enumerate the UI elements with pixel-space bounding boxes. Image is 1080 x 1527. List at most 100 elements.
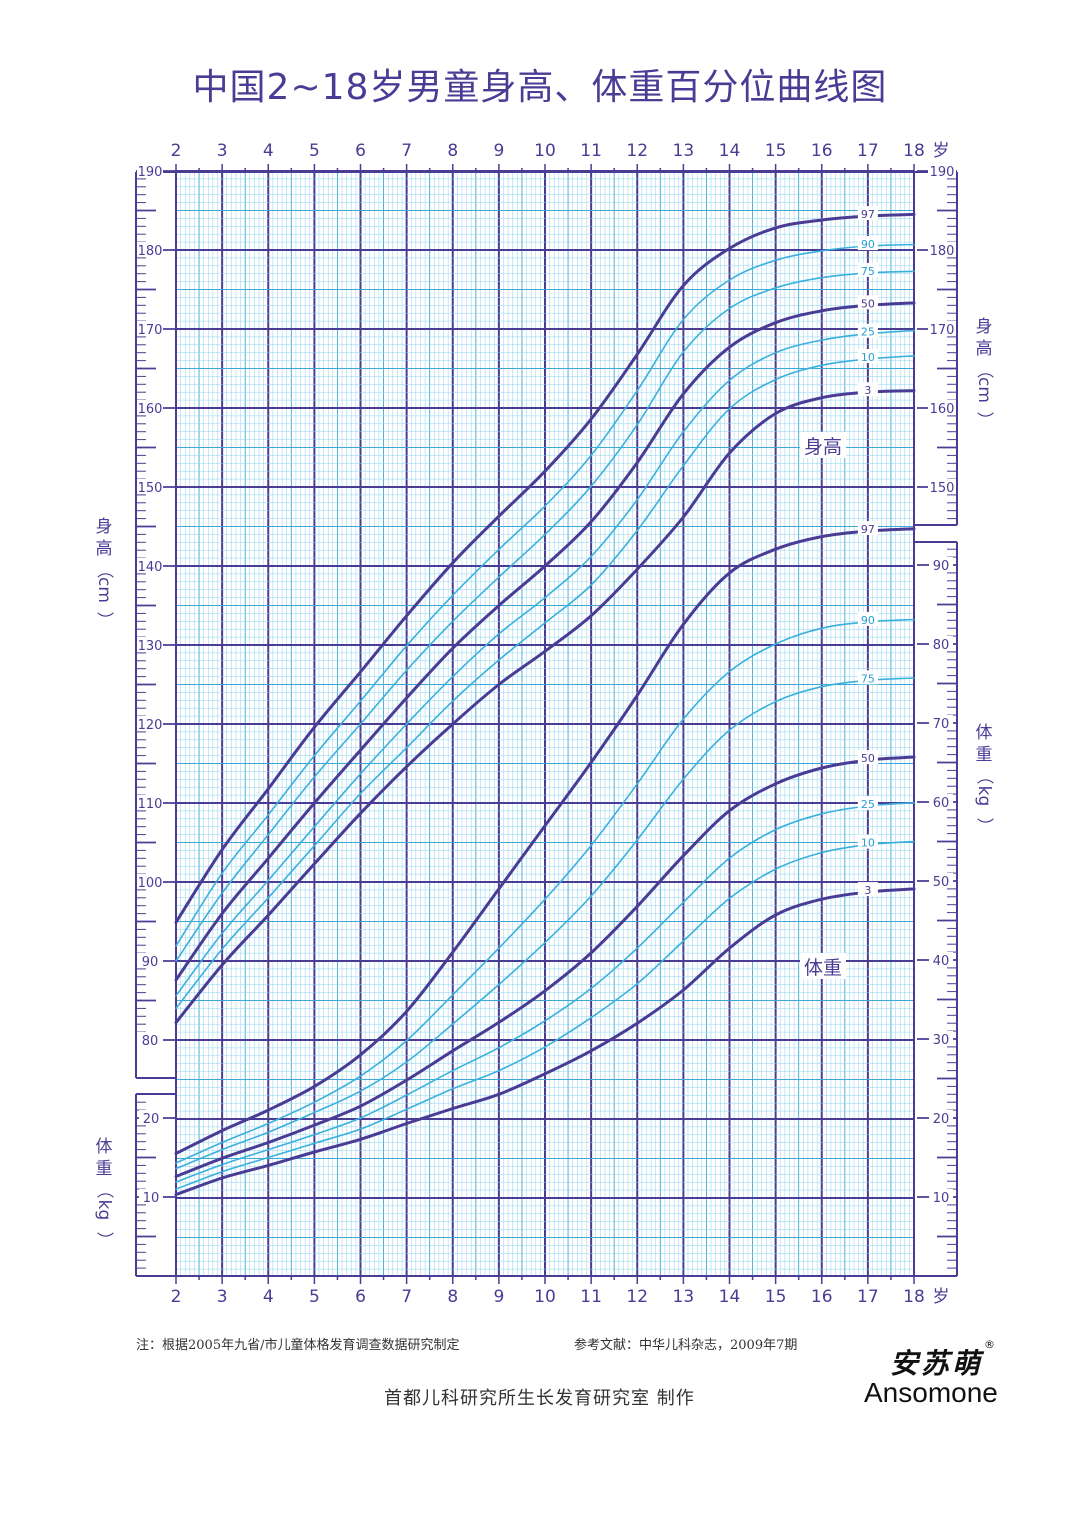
x-tick-label-top: 16 — [811, 141, 833, 161]
height-percentile-label-3: 3 — [864, 384, 871, 397]
weight-tick-label-right: 90 — [933, 559, 950, 574]
height-tick-label-right: 150 — [930, 481, 955, 496]
x-tick-label-top: 9 — [493, 141, 504, 161]
weight-curves-label: 体重 — [804, 957, 842, 979]
weight-tick-label-right: 10 — [933, 1191, 950, 1206]
percentile-label-bg — [857, 323, 878, 338]
height-axis-title-right: （ — [974, 362, 994, 379]
weight-tick-label-right: 60 — [933, 796, 950, 811]
maker-credit: 首都儿科研究所生长发育研究室 制作 — [384, 1388, 695, 1409]
x-tick-label-top: 2 — [171, 141, 182, 161]
percentile-label-bg — [857, 611, 878, 626]
tick-label-bg — [137, 1032, 163, 1047]
height-curve-p10 — [175, 355, 915, 1010]
weight-percentile-label-90: 90 — [861, 614, 875, 627]
percentile-label-bg — [857, 521, 878, 536]
x-tick-label-top: 7 — [401, 141, 412, 161]
height-percentile-label-25: 25 — [861, 326, 875, 339]
height-percentile-label-50: 50 — [861, 297, 875, 310]
weight-tick-label-right: 30 — [933, 1033, 950, 1048]
weight-tick-label-left: 20 — [143, 1112, 160, 1127]
x-tick-label-top: 4 — [263, 141, 274, 161]
brand-logo-cn: 安苏萌 — [890, 1347, 984, 1380]
source-note: 注：根据2005年九省/市儿童体格发育调查数据研究制定 — [136, 1338, 460, 1353]
height-tick-label-left: 90 — [142, 955, 159, 970]
percentile-label-bg — [857, 795, 878, 810]
height-tick-label-left: 150 — [138, 481, 163, 496]
x-tick-label-bottom: 2 — [171, 1287, 182, 1307]
x-tick-label-bottom: 10 — [534, 1287, 556, 1307]
height-curve-p3 — [174, 389, 916, 1025]
x-unit-label-top: 岁 — [933, 141, 950, 161]
reference-note: 参考文献：中华儿科杂志，2009年7期 — [574, 1338, 798, 1353]
height-tick-label-right: 170 — [930, 323, 955, 338]
height-curve-p90 — [175, 243, 915, 947]
x-tick-label-bottom: 15 — [765, 1287, 787, 1307]
x-tick-label-bottom: 5 — [309, 1287, 320, 1307]
height-tick-label-left: 80 — [142, 1034, 159, 1049]
percentile-label-bg — [857, 382, 878, 397]
height-tick-label-right: 180 — [930, 244, 955, 259]
tick-label-bg — [929, 873, 953, 888]
weight-tick-label-right: 50 — [933, 875, 950, 890]
x-tick-label-top: 5 — [309, 141, 320, 161]
tick-label-bg — [928, 242, 956, 257]
weight-curve-p25 — [175, 802, 915, 1183]
tick-label-bg — [137, 242, 163, 257]
height-axis-title-right: cm — [974, 377, 994, 403]
x-tick-label-top: 11 — [580, 141, 602, 161]
brand-registered-mark: ® — [984, 1338, 995, 1351]
weight-percentile-label-3: 3 — [864, 884, 871, 897]
height-tick-label-left: 180 — [138, 244, 163, 259]
percentile-label-bg — [857, 236, 878, 251]
height-tick-label-left: 190 — [138, 165, 163, 180]
height-axis-title-left: 身 — [96, 517, 113, 537]
weight-axis-title-left: （ — [94, 1182, 114, 1199]
x-tick-label-bottom: 14 — [719, 1287, 741, 1307]
x-tick-label-bottom: 8 — [447, 1287, 458, 1307]
weight-curve-p10 — [175, 840, 915, 1190]
x-tick-label-top: 17 — [857, 141, 879, 161]
weight-curve-p90 — [175, 618, 915, 1164]
weight-axis-title-left: ） — [94, 1232, 114, 1249]
tick-label-bg — [929, 1189, 953, 1204]
x-tick-label-bottom: 9 — [493, 1287, 504, 1307]
chart-title: 中国2~18岁男童身高、体重百分位曲线图 — [192, 67, 888, 108]
height-tick-label-left: 110 — [138, 797, 163, 812]
tick-label-bg — [928, 163, 956, 178]
tick-label-bg — [929, 794, 953, 809]
weight-axis-title-right: 体 — [976, 723, 993, 743]
tick-label-bg — [929, 636, 953, 651]
x-tick-label-bottom: 16 — [811, 1287, 833, 1307]
tick-label-bg — [137, 321, 163, 336]
weight-axis-title-right: 重 — [976, 745, 993, 765]
tick-label-bg — [139, 1110, 163, 1125]
tick-label-bg — [137, 479, 163, 494]
height-axis-title-left: cm — [94, 577, 114, 603]
tick-label-bg — [137, 795, 163, 810]
percentile-curves — [174, 212, 916, 1197]
weight-percentile-label-50: 50 — [861, 752, 875, 765]
percentile-label-bg — [857, 750, 878, 765]
group-label-bg — [800, 432, 846, 458]
height-tick-label-right: 160 — [930, 402, 955, 417]
x-tick-label-top: 3 — [217, 141, 228, 161]
weight-percentile-label-75: 75 — [861, 672, 875, 685]
height-percentile-label-97: 97 — [861, 208, 875, 221]
weight-curve-p97 — [174, 527, 916, 1155]
weight-percentile-label-25: 25 — [861, 798, 875, 811]
x-tick-label-top: 18 — [903, 141, 925, 161]
weight-axis-title-left: kg — [94, 1200, 114, 1221]
group-label-bg — [800, 953, 846, 979]
tick-label-bg — [928, 321, 956, 336]
tick-label-bg — [928, 479, 956, 494]
weight-tick-label-right: 20 — [933, 1112, 950, 1127]
brand-logo-en: Ansomone — [864, 1377, 998, 1408]
weight-axis-title-left: 体 — [96, 1137, 113, 1157]
tick-label-bg — [137, 637, 163, 652]
height-axis-title-right: ） — [974, 412, 994, 429]
x-tick-label-bottom: 7 — [401, 1287, 412, 1307]
x-tick-label-bottom: 18 — [903, 1287, 925, 1307]
height-tick-label-left: 130 — [138, 639, 163, 654]
